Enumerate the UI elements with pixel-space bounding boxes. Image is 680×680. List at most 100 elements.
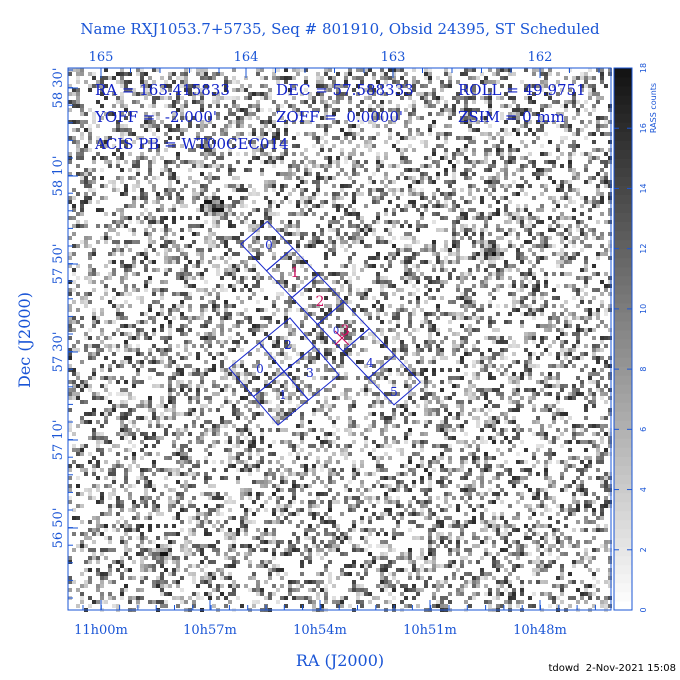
colorbar-tick-label: 6 [639, 427, 648, 432]
colorbar-segment [614, 492, 632, 503]
colorbar-segment [614, 329, 632, 340]
aciss-chip-label: 3 [341, 323, 350, 339]
info-dec: DEC = 57.588333 [276, 81, 414, 99]
info-zoff: ZOFF = 0.0000' [276, 108, 403, 126]
aciss-chip-label: 1 [291, 265, 300, 281]
colorbar-segment [614, 176, 632, 186]
colorbar-segment [614, 528, 632, 539]
colorbar-segment [614, 411, 632, 421]
colorbar-segment [614, 284, 632, 295]
colorbar-segment [614, 149, 632, 159]
colorbar-segment [614, 131, 632, 141]
colorbar: 0 2 4 6 8 10 12 14 16 18 RASS counts [613, 63, 658, 613]
colorbar-segment [614, 564, 632, 575]
colorbar-segment [614, 77, 632, 87]
colorbar-segment [614, 230, 632, 241]
colorbar-segment [614, 447, 632, 457]
colorbar-segment [614, 483, 632, 494]
colorbar-segment [614, 573, 632, 584]
footer-timestamp: tdowd 2-Nov-2021 15:08 [548, 663, 676, 674]
colorbar-segment [614, 239, 632, 250]
y-axis-label: Dec (J2000) [15, 292, 34, 388]
colorbar-tick-label: 18 [639, 63, 648, 73]
bottom-tick-label: 10h57m [183, 623, 237, 638]
acisi-chip-label: 0 [256, 362, 264, 376]
bottom-tick-label: 10h48m [513, 623, 567, 638]
left-tick-label: 58 30' [51, 68, 66, 109]
axis-ticks: 165 164 163 162 11h00m 10h57m 10h54m 10h51m 10h4… [51, 50, 600, 638]
colorbar-tick-label: 14 [639, 183, 648, 193]
colorbar-segment [614, 185, 632, 195]
chart-title: Name RXJ1053.7+5735, Seq # 801910, Obsid… [80, 20, 600, 38]
colorbar-segment [614, 384, 632, 394]
colorbar-segment [614, 474, 632, 485]
left-tick-label: 57 30' [51, 332, 66, 373]
aciss-chip-label: 5 [390, 385, 398, 399]
colorbar-segment [614, 465, 632, 475]
colorbar-tick-label: 16 [639, 123, 648, 133]
colorbar-segment [614, 456, 632, 466]
colorbar-segment [614, 266, 632, 277]
info-zsim: ZSIM = 0 mm [458, 108, 565, 126]
colorbar-segment [614, 519, 632, 530]
info-acis-pb: ACIS PB = WT00CEC014 [94, 135, 289, 153]
colorbar-segment [614, 158, 632, 168]
x-axis-label: RA (J2000) [296, 651, 384, 670]
bottom-tick-label: 10h51m [403, 623, 457, 638]
info-ra: RA = 163.415833 [95, 81, 230, 99]
acisi-chip-label: 2 [284, 338, 292, 352]
rass-image [68, 68, 612, 612]
colorbar-segment [614, 366, 632, 376]
colorbar-segment [614, 348, 632, 358]
colorbar-segment [614, 555, 632, 566]
colorbar-segment [614, 194, 632, 204]
colorbar-segment [614, 537, 632, 548]
colorbar-segment [614, 582, 632, 593]
colorbar-tick-label: 4 [639, 487, 648, 492]
colorbar-segment [614, 257, 632, 268]
colorbar-segment [614, 212, 632, 223]
colorbar-tick-label: 0 [639, 607, 648, 612]
colorbar-segment [614, 68, 632, 78]
colorbar-segment [614, 311, 632, 322]
aimpoint-marker [334, 330, 350, 346]
colorbar-segment [614, 393, 632, 403]
top-tick-label: 164 [234, 50, 259, 65]
left-tick-label: 58 10' [51, 156, 66, 197]
colorbar-segment [614, 429, 632, 439]
aciss-chip-label: 2 [316, 294, 325, 310]
left-tick-label: 56 50' [51, 508, 66, 549]
colorbar-tick-label: 2 [639, 547, 648, 552]
bottom-tick-label: 11h00m [74, 623, 128, 638]
left-tick-label: 57 50' [51, 244, 66, 285]
colorbar-segment [614, 501, 632, 512]
bottom-tick-label: 10h54m [293, 623, 347, 638]
left-tick-label: 57 10' [51, 420, 66, 461]
colorbar-segment [614, 86, 632, 96]
info-roll: ROLL = 49.9751 [458, 81, 586, 99]
top-tick-label: 162 [528, 50, 553, 65]
colorbar-segment [614, 510, 632, 521]
info-yoff: YOFF = -2.000' [94, 108, 217, 126]
acisi-chip-label: 1 [279, 388, 287, 402]
info-block: RA = 163.415833 DEC = 57.588333 ROLL = 4… [94, 81, 586, 153]
colorbar-segment [614, 402, 632, 412]
acisi-chip-label: 0 [333, 326, 339, 337]
colorbar-segment [614, 95, 632, 105]
aciss-chip-label: 4 [366, 356, 374, 370]
colorbar-segment [614, 546, 632, 557]
colorbar-segment [614, 203, 632, 214]
colorbar-segment [614, 302, 632, 313]
aciss-chip [367, 354, 422, 406]
colorbar-label: RASS counts [649, 83, 658, 133]
colorbar-segment [614, 420, 632, 430]
colorbar-segment [614, 600, 632, 611]
acisi-chip-label: 3 [306, 366, 314, 380]
colorbar-segment [614, 122, 632, 132]
colorbar-tick-label: 12 [639, 244, 648, 254]
colorbar-segment [614, 375, 632, 385]
colorbar-segment [614, 438, 632, 448]
colorbar-tick-label: 8 [639, 367, 648, 372]
colorbar-segment [614, 104, 632, 114]
